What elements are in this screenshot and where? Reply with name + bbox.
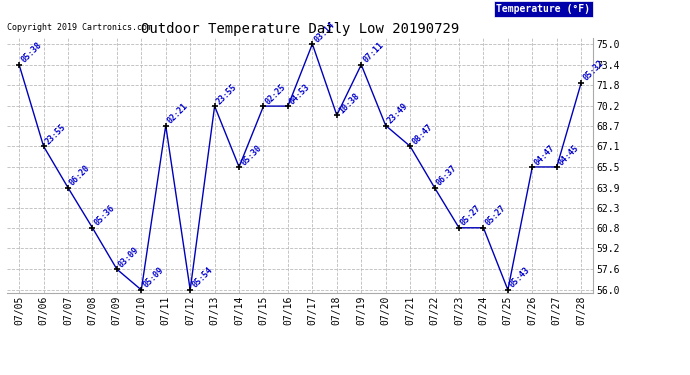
Text: 05:32: 05:32 [581,59,605,83]
Text: 05:27: 05:27 [484,204,507,228]
Text: Temperature (°F): Temperature (°F) [497,4,591,14]
Text: 05:27: 05:27 [459,204,483,228]
Text: 05:09: 05:09 [141,266,166,290]
Text: 03:14: 03:14 [313,20,337,44]
Text: Copyright 2019 Cartronics.com: Copyright 2019 Cartronics.com [7,23,152,32]
Text: 07:11: 07:11 [362,40,385,64]
Text: 23:55: 23:55 [215,82,239,106]
Text: 02:25: 02:25 [264,82,288,106]
Title: Outdoor Temperature Daily Low 20190729: Outdoor Temperature Daily Low 20190729 [141,22,460,36]
Text: 23:55: 23:55 [43,122,68,146]
Text: 03:09: 03:09 [117,245,141,269]
Text: 06:37: 06:37 [435,164,459,188]
Text: 10:38: 10:38 [337,91,361,115]
Text: 05:38: 05:38 [19,40,43,64]
Text: 04:45: 04:45 [557,143,581,167]
Text: 23:49: 23:49 [386,102,410,126]
Text: 05:54: 05:54 [190,266,214,290]
Text: 08:47: 08:47 [410,122,434,146]
Text: 04:53: 04:53 [288,82,312,106]
Text: 06:20: 06:20 [68,164,92,188]
Text: 02:21: 02:21 [166,102,190,126]
Text: 04:47: 04:47 [532,143,556,167]
Text: 05:43: 05:43 [508,266,532,290]
Text: 05:30: 05:30 [239,143,263,167]
Text: 05:36: 05:36 [92,204,117,228]
